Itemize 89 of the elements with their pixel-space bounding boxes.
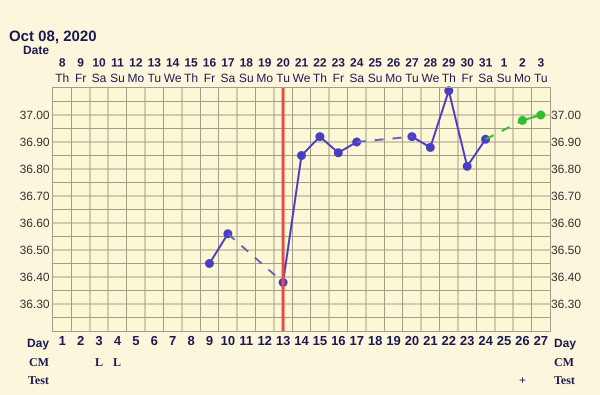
x-tick-label: 15 Th	[184, 56, 198, 86]
x-tick-label: 22 Th	[312, 56, 327, 86]
point	[334, 148, 343, 158]
x-tick-label: 10 Sa	[92, 56, 107, 86]
x-tick-label: 12 Mo	[127, 56, 144, 86]
x2-tick-label: 19	[386, 333, 401, 348]
x-tick-label: 2 Mo	[514, 56, 532, 86]
x-tick-label: 27 Tu	[405, 56, 419, 86]
y-tick-label: 36.90	[20, 135, 50, 150]
text: Test	[28, 373, 49, 387]
x2-tick-label: 11	[239, 333, 254, 348]
text: +	[519, 373, 526, 387]
y2-tick-label: 36.70	[551, 189, 582, 204]
x2-tick-label: 7	[169, 333, 176, 348]
x-tick-label: 16 Fr	[202, 56, 216, 86]
y-tick-label: 36.50	[20, 243, 50, 258]
y2-tick-label: 37.00	[551, 108, 582, 122]
x-tick-label: 31 Sa	[478, 56, 494, 86]
x-tick-label: 23 Fr	[332, 56, 346, 86]
x-tick-label: 13 Tu	[147, 56, 162, 86]
x2-tick-label: 26	[515, 333, 530, 348]
x-tick-label: 17 Sa	[220, 56, 236, 86]
x-tick-label: 18 Su	[238, 56, 254, 86]
text: Day	[554, 336, 576, 350]
x2-tick-label: 6	[150, 333, 158, 348]
x2-axis-title: Day	[27, 336, 50, 350]
x-tick-label: 20 Tu	[276, 56, 290, 86]
x2-tick-label: 23	[460, 333, 474, 348]
x2-tick-label: 18	[368, 333, 382, 348]
y2-tick-label: 36.50	[551, 243, 582, 258]
point	[426, 142, 435, 152]
text: CM	[554, 355, 574, 369]
x-tick-label: 21 We	[292, 56, 311, 86]
x-tick-label: 28 We	[421, 56, 440, 86]
x2-tick-label: 20	[404, 333, 420, 348]
x-axis-title: Date	[23, 43, 50, 57]
chart-title: Oct 08, 2020	[9, 28, 97, 45]
y-tick-label: 36.30	[20, 297, 50, 312]
x2-tick-label: 8	[187, 333, 195, 348]
y2-tick-label: 36.80	[551, 162, 582, 176]
x-tick-label: 8 Th	[55, 56, 70, 86]
point	[315, 132, 324, 142]
x2-tick-label: 10	[220, 333, 236, 348]
text: CM	[29, 355, 49, 369]
y-tick-label: 36.80	[20, 162, 50, 176]
x-tick-label: 11 Su	[110, 56, 125, 86]
text: L	[113, 355, 122, 369]
text: L	[95, 355, 104, 369]
x2-tick-label: 15	[312, 333, 328, 348]
y2-tick-label: 36.30	[551, 297, 582, 312]
x-tick-label: 24 Sa	[349, 56, 364, 86]
y2-tick-label: 36.90	[551, 135, 582, 150]
x2-tick-label: 4	[114, 333, 122, 348]
x2-tick-label: 17	[349, 333, 364, 348]
y2-tick-label: 36.40	[551, 270, 582, 284]
x-tick-label: 29 Th	[442, 56, 456, 86]
point	[407, 132, 416, 142]
x-tick-label: 9 Fr	[74, 56, 86, 86]
x2-tick-label: 21	[423, 333, 438, 348]
x2-tick-label: 14	[294, 333, 310, 348]
point	[462, 162, 472, 171]
y-tick-label: 36.40	[20, 270, 50, 284]
x2-tick-label: 2	[76, 333, 84, 348]
x-tick-label: 19 Mo	[256, 56, 274, 86]
x2-tick-label: 16	[331, 333, 346, 348]
point	[518, 116, 527, 125]
x2-tick-label: 22	[442, 333, 456, 348]
point	[536, 110, 546, 120]
point	[297, 151, 306, 160]
x2-tick-label: 25	[496, 333, 512, 348]
x2-tick-label: 9	[206, 333, 214, 348]
y-tick-label: 36.60	[20, 216, 50, 230]
x2-tick-label: 24	[478, 333, 494, 348]
x-tick-label: 14 We	[164, 56, 182, 86]
y-tick-label: 36.70	[20, 189, 50, 204]
y2-tick-label: 36.60	[551, 216, 582, 230]
x2-tick-label: 1	[58, 333, 66, 348]
x2-tick-label: 13	[276, 333, 290, 348]
x-tick-label: 26 Mo	[385, 56, 402, 86]
x2-tick-label: 3	[95, 333, 103, 348]
x2-tick-label: 5	[132, 333, 140, 348]
x-tick-label: 30 Fr	[460, 56, 474, 86]
x-tick-label: 3 Tu	[534, 56, 548, 86]
x2-tick-label: 27	[534, 333, 548, 348]
text: Test	[554, 373, 575, 387]
y-tick-label: 37.00	[20, 108, 50, 122]
x2-tick-label: 12	[257, 333, 272, 348]
x-tick-label: 1 Su	[496, 56, 512, 86]
x-tick-label: 25 Su	[368, 56, 382, 86]
